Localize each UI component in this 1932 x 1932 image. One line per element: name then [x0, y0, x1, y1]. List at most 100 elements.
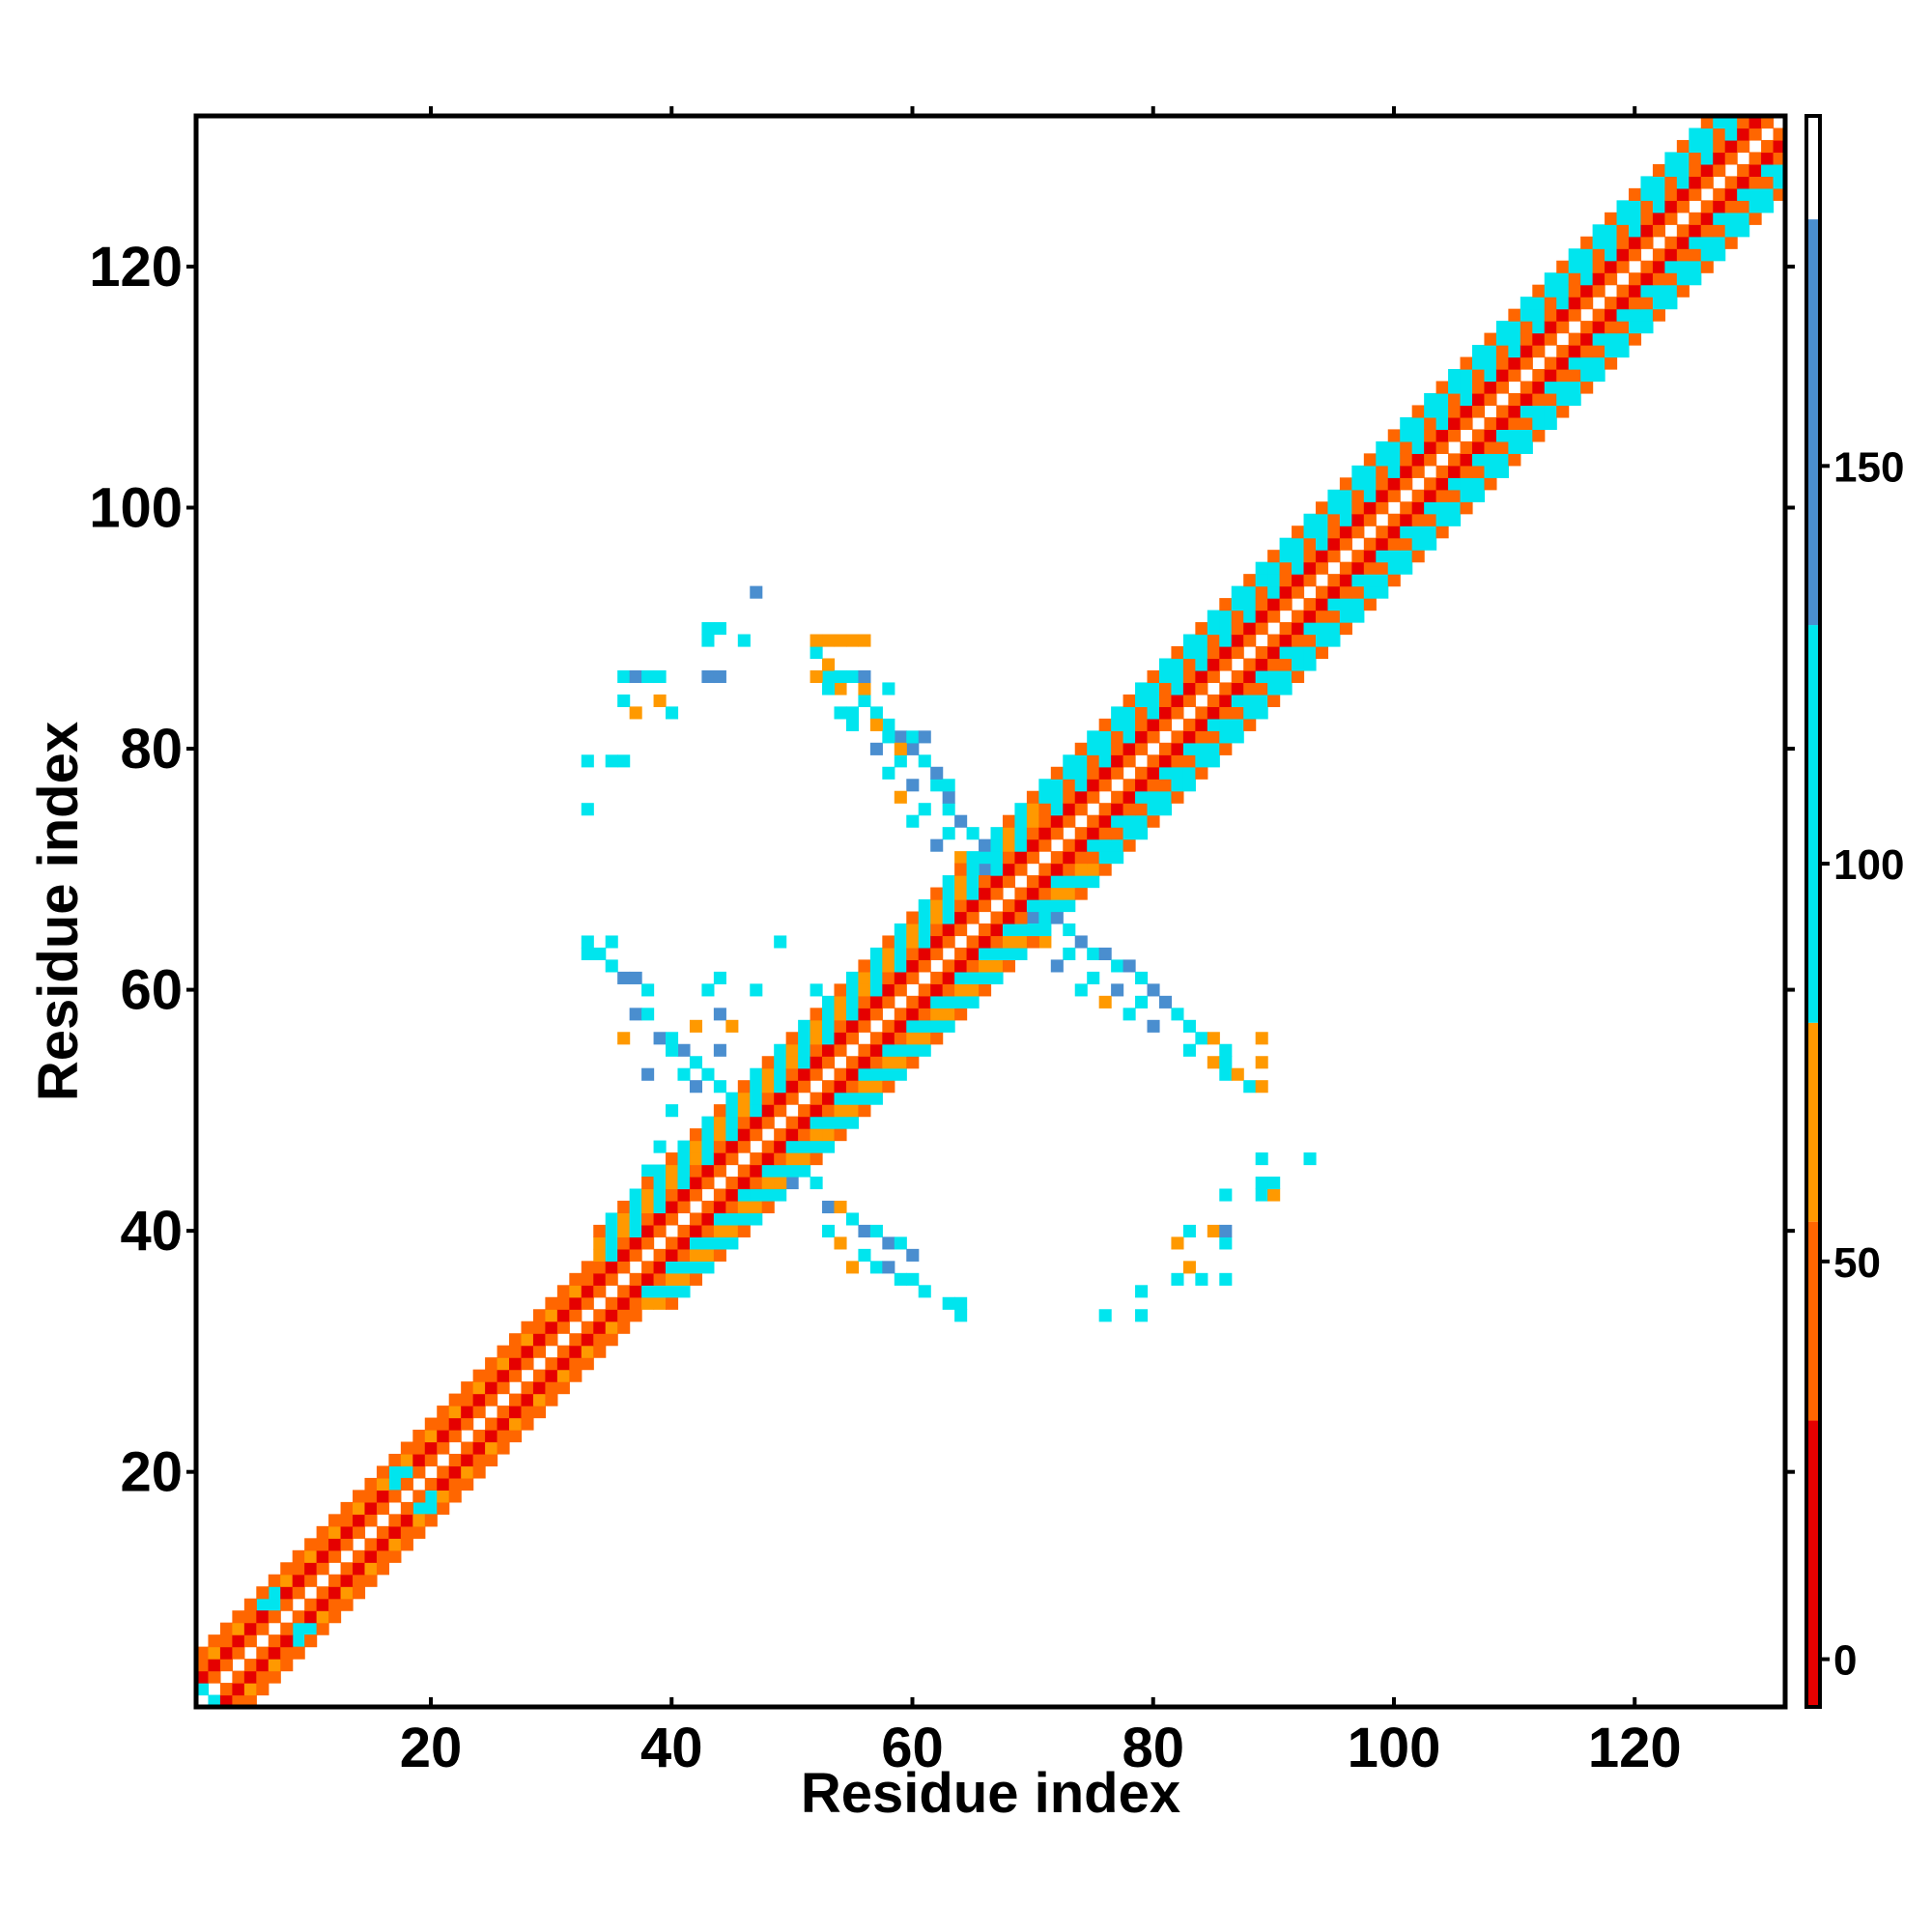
- heatmap-cell: [906, 730, 920, 744]
- heatmap-cell: [894, 1032, 907, 1045]
- heatmap-cell: [798, 1032, 811, 1045]
- heatmap-cell: [1556, 272, 1570, 286]
- heatmap-cell: [1400, 501, 1413, 515]
- heatmap-cell: [750, 1200, 763, 1214]
- heatmap-cell: [979, 983, 992, 997]
- heatmap-cell: [256, 1670, 270, 1684]
- heatmap-cell: [990, 827, 1004, 840]
- heatmap-cell: [1508, 392, 1521, 407]
- heatmap-cell: [725, 1236, 739, 1250]
- heatmap-cell: [954, 911, 968, 924]
- heatmap-cell: [1074, 766, 1088, 780]
- heatmap-cell: [1243, 585, 1257, 599]
- heatmap-cell: [1074, 790, 1088, 804]
- heatmap-cell: [1737, 224, 1750, 238]
- heatmap-cell: [280, 1622, 294, 1635]
- heatmap-cell: [990, 875, 1004, 889]
- x-tick-label: 120: [1588, 1717, 1682, 1779]
- heatmap-cell: [666, 1285, 679, 1298]
- heatmap-cell: [448, 1430, 462, 1443]
- heatmap-cell: [376, 1490, 389, 1503]
- heatmap-cell: [1267, 574, 1281, 587]
- heatmap-cell: [521, 1321, 534, 1334]
- heatmap-cell: [1219, 646, 1233, 660]
- heatmap-cell: [1292, 550, 1305, 563]
- heatmap-cell: [593, 1285, 607, 1298]
- heatmap-cell: [1460, 453, 1473, 467]
- heatmap-cell: [1111, 827, 1124, 840]
- heatmap-cell: [1580, 248, 1594, 262]
- heatmap-cell: [1171, 790, 1184, 804]
- colorbar-tick-label: 0: [1833, 1637, 1857, 1685]
- heatmap-cell: [1520, 381, 1533, 394]
- heatmap-cell: [1363, 598, 1377, 611]
- heatmap-cell: [906, 779, 920, 792]
- heatmap-cell: [376, 1562, 389, 1576]
- heatmap-cell: [1158, 718, 1173, 731]
- heatmap-cell: [1640, 260, 1654, 273]
- heatmap-cell: [569, 1333, 582, 1347]
- heatmap-cell: [1580, 297, 1594, 310]
- heatmap-cell: [364, 1501, 378, 1515]
- heatmap-cell: [1038, 863, 1052, 876]
- heatmap-cell: [581, 1272, 594, 1286]
- heatmap-cell: [1568, 356, 1581, 370]
- heatmap-cell: [1400, 477, 1413, 491]
- heatmap-cell: [1195, 646, 1208, 660]
- heatmap-cell: [1544, 356, 1557, 370]
- heatmap-cell: [1182, 682, 1196, 696]
- heatmap-cell: [556, 1369, 570, 1382]
- heatmap-cell: [918, 1008, 931, 1021]
- heatmap-cell: [1761, 176, 1775, 189]
- heatmap-cell: [1748, 116, 1762, 129]
- heatmap-cell: [1292, 561, 1305, 575]
- heatmap-cell: [1400, 513, 1413, 526]
- heatmap-cell: [882, 718, 895, 731]
- heatmap-cell: [1292, 610, 1305, 623]
- heatmap-cell: [1315, 585, 1329, 599]
- heatmap-cell: [869, 1043, 883, 1057]
- heatmap-cell: [316, 1598, 329, 1611]
- heatmap-cell: [1351, 465, 1365, 478]
- heatmap-cell: [1339, 477, 1352, 491]
- heatmap-cell: [1676, 187, 1690, 201]
- heatmap-cell: [1171, 646, 1184, 660]
- heatmap-cell: [653, 1261, 667, 1274]
- heatmap-cell: [1556, 369, 1570, 383]
- heatmap-cell: [232, 1694, 245, 1708]
- heatmap-cell: [1158, 803, 1173, 816]
- heatmap-cell: [1339, 561, 1352, 575]
- heatmap-cell: [641, 1236, 655, 1250]
- heatmap-cell: [1267, 694, 1281, 707]
- heatmap-cell: [1171, 706, 1184, 720]
- heatmap-cell: [750, 983, 763, 997]
- heatmap-cell: [1724, 200, 1738, 213]
- heatmap-cell: [1748, 163, 1762, 177]
- heatmap-cell: [1219, 1056, 1233, 1069]
- heatmap-cell: [1255, 694, 1268, 707]
- heatmap-cell: [1098, 754, 1112, 768]
- heatmap-cell: [1676, 260, 1690, 273]
- heatmap-cell: [798, 1104, 811, 1118]
- heatmap-cell: [1544, 392, 1557, 407]
- heatmap-cell: [1002, 863, 1016, 876]
- heatmap-cell: [1002, 911, 1016, 924]
- heatmap-cell: [641, 1212, 655, 1226]
- heatmap-cell: [1111, 766, 1124, 780]
- heatmap-cell: [1761, 116, 1775, 129]
- heatmap-cell: [1640, 236, 1654, 249]
- heatmap-cell: [1147, 983, 1160, 997]
- heatmap-cell: [1544, 272, 1557, 286]
- heatmap-cell: [1520, 356, 1533, 370]
- heatmap-cell: [785, 1032, 799, 1045]
- heatmap-cell: [979, 959, 992, 973]
- heatmap-cell: [1773, 128, 1786, 141]
- heatmap-cell: [1074, 827, 1088, 840]
- heatmap-cell: [1303, 526, 1317, 539]
- heatmap-cell: [1255, 598, 1268, 611]
- heatmap-cell: [858, 669, 871, 684]
- heatmap-cell: [605, 1212, 618, 1226]
- heatmap-cell: [1605, 236, 1618, 249]
- heatmap-cell: [1761, 187, 1775, 201]
- heatmap-cell: [1279, 561, 1293, 575]
